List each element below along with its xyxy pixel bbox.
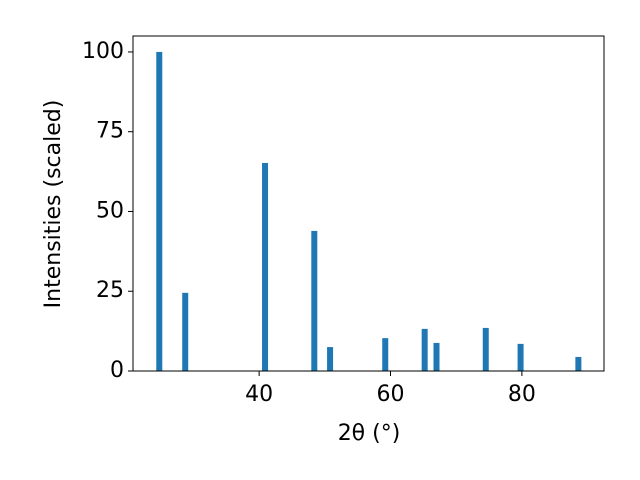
- bar: [327, 347, 334, 371]
- bar: [382, 338, 389, 371]
- y-tick-label: 50: [96, 198, 124, 223]
- bar: [433, 342, 440, 371]
- x-axis-label: 2θ (°): [338, 421, 401, 446]
- bar: [482, 327, 489, 371]
- bar: [517, 343, 524, 371]
- x-tick-label: 40: [245, 382, 273, 407]
- y-axis-label: Intensities (scaled): [41, 100, 66, 309]
- x-tick-label: 60: [377, 382, 405, 407]
- bar: [156, 51, 163, 371]
- bar: [575, 356, 582, 371]
- bar: [311, 230, 318, 371]
- plot-frame: [132, 35, 605, 372]
- bar: [182, 292, 189, 371]
- y-tick-label: 25: [96, 278, 124, 303]
- y-tick-label: 100: [82, 39, 124, 64]
- bar: [262, 162, 269, 371]
- x-tick-label: 80: [508, 382, 536, 407]
- y-tick-label: 75: [96, 119, 124, 144]
- y-tick-label: 0: [110, 358, 124, 383]
- bar: [421, 328, 428, 371]
